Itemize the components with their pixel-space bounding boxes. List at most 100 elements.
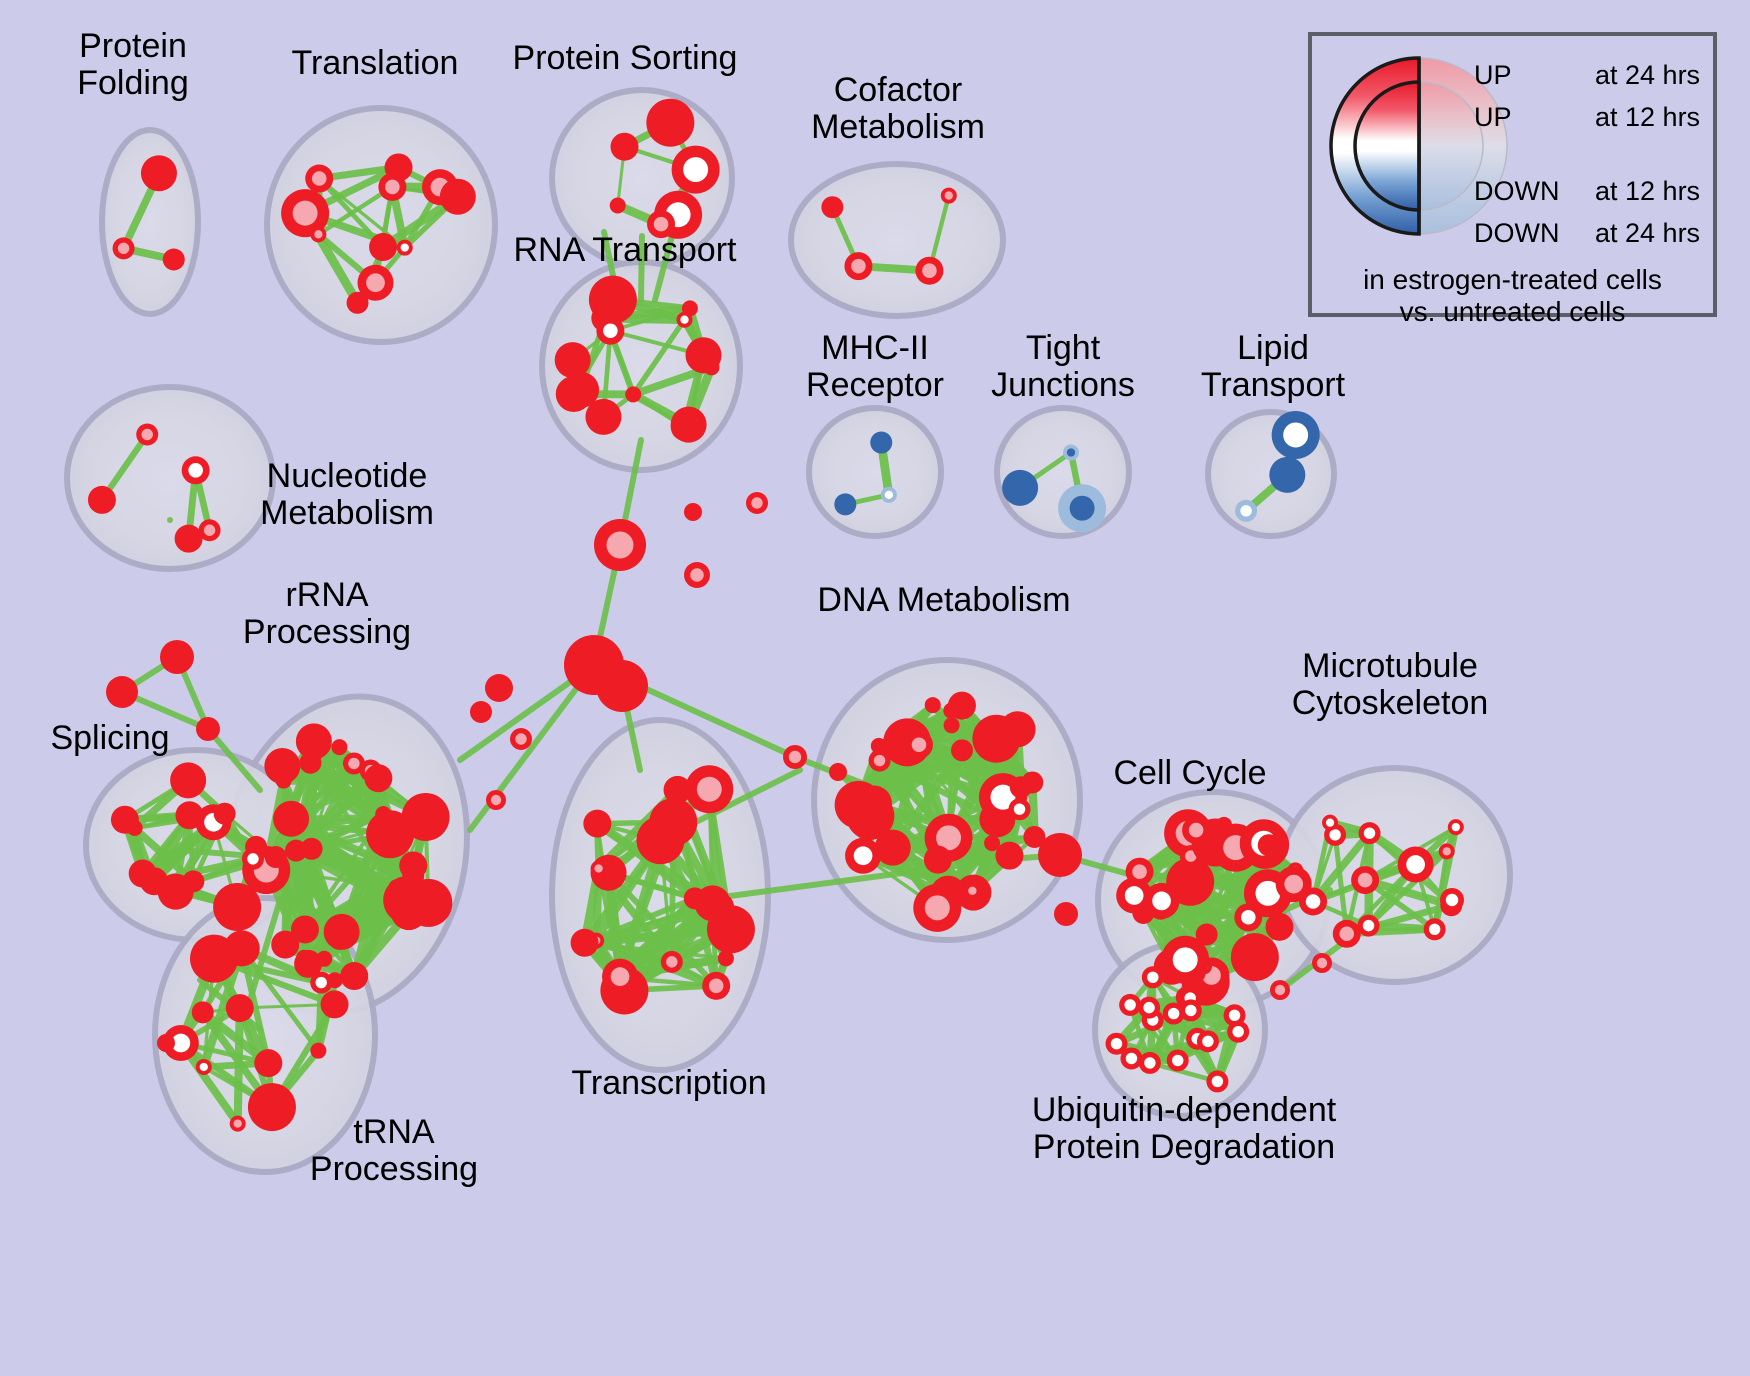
network-node[interactable] <box>683 887 706 910</box>
network-node[interactable] <box>340 962 369 991</box>
network-node[interactable] <box>296 949 313 966</box>
network-node[interactable] <box>995 841 1024 870</box>
network-node[interactable] <box>1116 877 1153 914</box>
network-node[interactable] <box>1195 923 1218 946</box>
network-node[interactable] <box>746 492 768 514</box>
network-node[interactable] <box>1438 843 1455 860</box>
network-node[interactable] <box>670 413 699 442</box>
network-node[interactable] <box>563 371 600 408</box>
network-node[interactable] <box>1423 918 1446 941</box>
network-node[interactable] <box>636 816 685 865</box>
network-node[interactable] <box>1230 933 1279 982</box>
network-node[interactable] <box>241 847 264 870</box>
network-node[interactable] <box>904 730 933 759</box>
network-node[interactable] <box>596 660 648 712</box>
network-node[interactable] <box>112 237 135 260</box>
network-node[interactable] <box>342 752 365 775</box>
network-node[interactable] <box>1358 822 1381 845</box>
network-node[interactable] <box>1162 1002 1185 1025</box>
network-node[interactable] <box>1265 912 1294 941</box>
network-node[interactable] <box>609 197 626 214</box>
network-node[interactable] <box>162 1025 199 1062</box>
network-node[interactable] <box>87 485 116 514</box>
network-node[interactable] <box>829 763 847 781</box>
network-node[interactable] <box>588 275 637 324</box>
network-node[interactable] <box>136 423 159 446</box>
network-node[interactable] <box>1002 469 1039 506</box>
network-node[interactable] <box>647 210 676 239</box>
network-node[interactable] <box>590 860 607 877</box>
network-node[interactable] <box>401 792 450 841</box>
network-node[interactable] <box>1105 1032 1128 1055</box>
network-node[interactable] <box>323 913 360 950</box>
network-node[interactable] <box>195 1058 212 1075</box>
network-node[interactable] <box>1235 499 1258 522</box>
network-node[interactable] <box>225 994 254 1023</box>
network-node[interactable] <box>162 248 185 271</box>
network-node[interactable] <box>1440 888 1464 912</box>
network-node[interactable] <box>485 674 513 702</box>
network-node[interactable] <box>369 233 398 262</box>
network-node[interactable] <box>1009 776 1032 799</box>
network-node[interactable] <box>295 723 332 760</box>
network-node[interactable] <box>684 503 702 521</box>
network-node[interactable] <box>1179 999 1202 1022</box>
network-node[interactable] <box>300 837 323 860</box>
network-node[interactable] <box>310 971 333 994</box>
network-node[interactable] <box>1119 993 1142 1016</box>
network-node[interactable] <box>310 1042 327 1059</box>
network-node[interactable] <box>198 519 221 542</box>
network-node[interactable] <box>717 950 734 967</box>
network-node[interactable] <box>310 226 327 243</box>
network-node[interactable] <box>1166 857 1215 906</box>
network-node[interactable] <box>1223 1004 1246 1027</box>
network-node[interactable] <box>1138 996 1161 1019</box>
network-node[interactable] <box>191 1001 214 1024</box>
network-node[interactable] <box>702 971 731 1000</box>
network-node[interactable] <box>915 256 944 285</box>
network-node[interactable] <box>170 762 207 799</box>
network-node[interactable] <box>913 883 962 932</box>
network-node[interactable] <box>663 775 692 804</box>
network-node[interactable] <box>1120 1047 1143 1070</box>
network-node[interactable] <box>684 562 710 588</box>
network-node[interactable] <box>357 264 394 301</box>
network-node[interactable] <box>439 178 476 215</box>
network-node[interactable] <box>305 164 334 193</box>
network-node[interactable] <box>943 702 960 719</box>
network-node[interactable] <box>1332 919 1361 948</box>
network-node[interactable] <box>585 398 622 435</box>
network-node[interactable] <box>160 640 194 674</box>
network-node[interactable] <box>213 802 236 825</box>
network-node[interactable] <box>247 1083 296 1132</box>
network-node[interactable] <box>1322 814 1339 831</box>
network-node[interactable] <box>378 172 407 201</box>
network-node[interactable] <box>868 749 891 772</box>
network-node[interactable] <box>596 316 625 345</box>
network-node[interactable] <box>290 915 319 944</box>
network-node[interactable] <box>271 930 300 959</box>
network-node[interactable] <box>390 894 427 931</box>
network-node[interactable] <box>402 864 425 887</box>
network-node[interactable] <box>1058 484 1107 533</box>
network-node[interactable] <box>1257 834 1280 857</box>
network-node[interactable] <box>570 928 599 957</box>
network-node[interactable] <box>583 809 612 838</box>
network-node[interactable] <box>510 728 532 750</box>
network-node[interactable] <box>128 859 157 888</box>
network-node[interactable] <box>196 717 220 741</box>
network-node[interactable] <box>106 676 138 708</box>
network-node[interactable] <box>486 790 506 810</box>
network-node[interactable] <box>844 252 873 281</box>
network-node[interactable] <box>1008 798 1031 821</box>
network-node[interactable] <box>223 930 260 967</box>
network-node[interactable] <box>940 187 957 204</box>
network-node[interactable] <box>470 701 492 723</box>
network-node[interactable] <box>703 359 720 376</box>
network-node[interactable] <box>1312 953 1332 973</box>
network-node[interactable] <box>1138 1051 1161 1074</box>
network-node[interactable] <box>1196 1030 1219 1053</box>
network-node[interactable] <box>375 806 392 823</box>
network-node[interactable] <box>213 883 262 932</box>
network-node[interactable] <box>681 300 698 317</box>
